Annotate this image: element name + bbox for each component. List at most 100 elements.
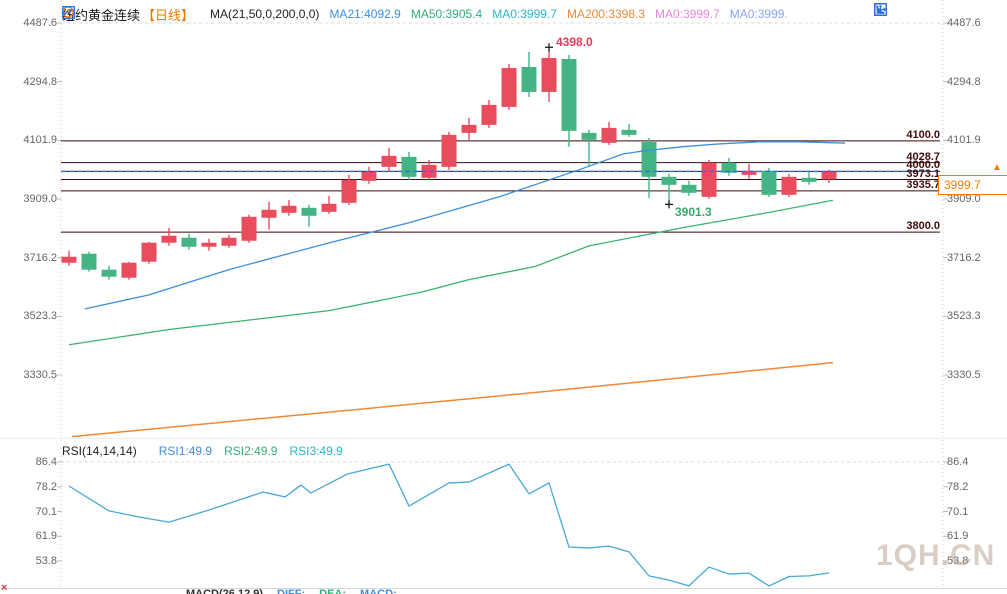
price-level-label[interactable]: 3800.0 bbox=[906, 220, 940, 233]
axis-range-icon[interactable] bbox=[874, 3, 902, 16]
rsi-axis-label-left: 61.9 bbox=[35, 530, 57, 543]
rsi-axis-label-right: 78.2 bbox=[947, 480, 969, 493]
instrument-title: 纽约黄金连续 bbox=[62, 7, 141, 23]
clipped-indicator-fragment: DIFF: bbox=[277, 588, 306, 594]
candle-body bbox=[81, 253, 97, 270]
rsi-axis-label-right: 61.9 bbox=[947, 530, 969, 543]
rsi-header: RSI(14,14,14) RSI1:49.9 RSI2:49.9 RSI3:49.… bbox=[62, 444, 367, 458]
axis-scale-icon[interactable] bbox=[874, 3, 917, 16]
main-axis-label-right: 4487.6 bbox=[947, 17, 981, 29]
rsi-axis-label-left: 53.8 bbox=[35, 555, 57, 567]
ma21-line bbox=[84, 141, 846, 310]
candle-body bbox=[701, 162, 717, 197]
ma-value-label: MA0:3999. bbox=[729, 7, 788, 21]
candle-body bbox=[341, 179, 357, 203]
candle-body bbox=[461, 124, 477, 133]
price-level-label[interactable]: 4028.7 bbox=[906, 150, 940, 163]
rsi-axis-label-right: 53.8 bbox=[947, 555, 969, 567]
ma-value-label: MA21:4092.9 bbox=[329, 7, 401, 21]
main-axis-label-right: 3716.2 bbox=[947, 251, 981, 264]
rsi-formula[interactable]: RSI(14,14,14) bbox=[62, 444, 137, 458]
main-axis-label-left: 3523.3 bbox=[23, 310, 57, 323]
rsi-value-label: RSI1:49.9 bbox=[158, 444, 213, 458]
candle-body bbox=[361, 171, 377, 181]
rsi-values: RSI1:49.9 RSI2:49.9 RSI3:49.9 bbox=[159, 444, 355, 458]
candle-body bbox=[661, 176, 677, 185]
candle-body bbox=[521, 66, 537, 92]
close-icon[interactable]: × bbox=[1, 582, 8, 594]
candle-body bbox=[581, 132, 597, 140]
candle-body bbox=[481, 104, 497, 125]
high-annotation: 4398.0 bbox=[556, 35, 593, 49]
ma-value-label: MA200:3398.3 bbox=[566, 7, 645, 21]
candle-body bbox=[501, 67, 517, 107]
candle-body bbox=[321, 203, 337, 212]
clipped-indicator-fragment: DEA: bbox=[319, 588, 347, 594]
ma-value-label: MA50:3905.4 bbox=[410, 7, 483, 21]
clipped-indicator-fragment: MACD(26,12,9) bbox=[186, 588, 264, 594]
price-level-label[interactable]: 3973.1 bbox=[906, 167, 940, 180]
ma200-line bbox=[71, 361, 834, 438]
candle-body bbox=[141, 242, 157, 262]
candle-body bbox=[741, 170, 757, 175]
last-price-arrow-icon: ▲ bbox=[992, 162, 1002, 174]
candle-body bbox=[221, 237, 237, 246]
rsi-axis-label-left: 86.4 bbox=[35, 456, 57, 468]
main-axis-label-left: 4294.8 bbox=[23, 75, 57, 88]
clipped-indicator-fragment: MACD: bbox=[360, 588, 397, 594]
candle-body bbox=[381, 155, 397, 167]
candle-body bbox=[681, 184, 697, 193]
main-axis-label-right: 3330.5 bbox=[947, 369, 981, 381]
candle-body bbox=[541, 57, 557, 92]
chart-header: 纽约黄金连续 【日线】 MA(21,50,0,200,0,0) MA21:409… bbox=[62, 6, 788, 23]
exit-chart-icon[interactable] bbox=[874, 3, 932, 16]
ma-formula[interactable]: MA(21,50,0,200,0,0) bbox=[210, 7, 320, 21]
rsi-axis-label-left: 78.2 bbox=[35, 480, 57, 493]
price-level-label[interactable]: 4100.0 bbox=[906, 128, 940, 141]
rsi-axis-label-right: 70.1 bbox=[947, 505, 969, 518]
extreme-marker bbox=[665, 200, 673, 209]
low-annotation: 3901.3 bbox=[675, 205, 712, 219]
candle-body bbox=[281, 205, 297, 213]
candle-body bbox=[761, 170, 777, 195]
candle-body bbox=[301, 207, 317, 216]
candle-body bbox=[161, 235, 177, 243]
price-level-label[interactable]: 4000.0 bbox=[906, 159, 940, 172]
candle-body bbox=[101, 269, 117, 277]
ma-value-label: MA0:3999.7 bbox=[492, 7, 557, 21]
candle-body bbox=[121, 262, 137, 278]
candle-body bbox=[201, 242, 217, 247]
rsi-line bbox=[68, 463, 830, 587]
candle-body bbox=[781, 176, 797, 195]
main-axis-label-left: 4487.6 bbox=[23, 17, 57, 29]
main-axis-label-left: 3716.2 bbox=[23, 251, 57, 264]
candle-body bbox=[561, 58, 577, 131]
price-level-label[interactable]: 3935.7 bbox=[906, 178, 940, 191]
candle-body bbox=[821, 171, 837, 180]
main-axis-label-right: 3523.3 bbox=[947, 310, 981, 323]
rsi-value-label: RSI2:49.9 bbox=[224, 444, 278, 458]
main-axis-label-left: 3330.5 bbox=[23, 369, 57, 381]
main-axis-label-left: 3909.0 bbox=[23, 193, 57, 205]
candle-body bbox=[241, 216, 257, 241]
rsi-value-label: RSI3:49.9 bbox=[289, 444, 343, 458]
chart-toolbar bbox=[874, 3, 932, 16]
main-axis-label-right: 3909.0 bbox=[947, 193, 981, 205]
candle-body bbox=[721, 162, 737, 173]
candle-body bbox=[261, 209, 277, 218]
ma-values: MA21:4092.9 MA50:3905.4 MA0:3999.7 MA200:33… bbox=[319, 7, 787, 21]
ma-value-label: MA0:3999.7 bbox=[655, 7, 720, 21]
candle-body bbox=[401, 156, 417, 177]
main-axis-label-right: 4294.8 bbox=[947, 75, 981, 88]
last-price-badge[interactable]: 3999.7 bbox=[938, 175, 1007, 196]
main-axis-label-right: 4101.9 bbox=[947, 134, 981, 147]
candle-body bbox=[181, 237, 197, 247]
candle-body bbox=[61, 256, 77, 263]
clipped-indicator-fragment: … bbox=[410, 588, 422, 594]
candle-body bbox=[801, 177, 817, 182]
main-axis-label-left: 4101.9 bbox=[23, 134, 57, 147]
candle-body bbox=[621, 129, 637, 135]
period-label[interactable]: 【日线】 bbox=[142, 7, 195, 23]
